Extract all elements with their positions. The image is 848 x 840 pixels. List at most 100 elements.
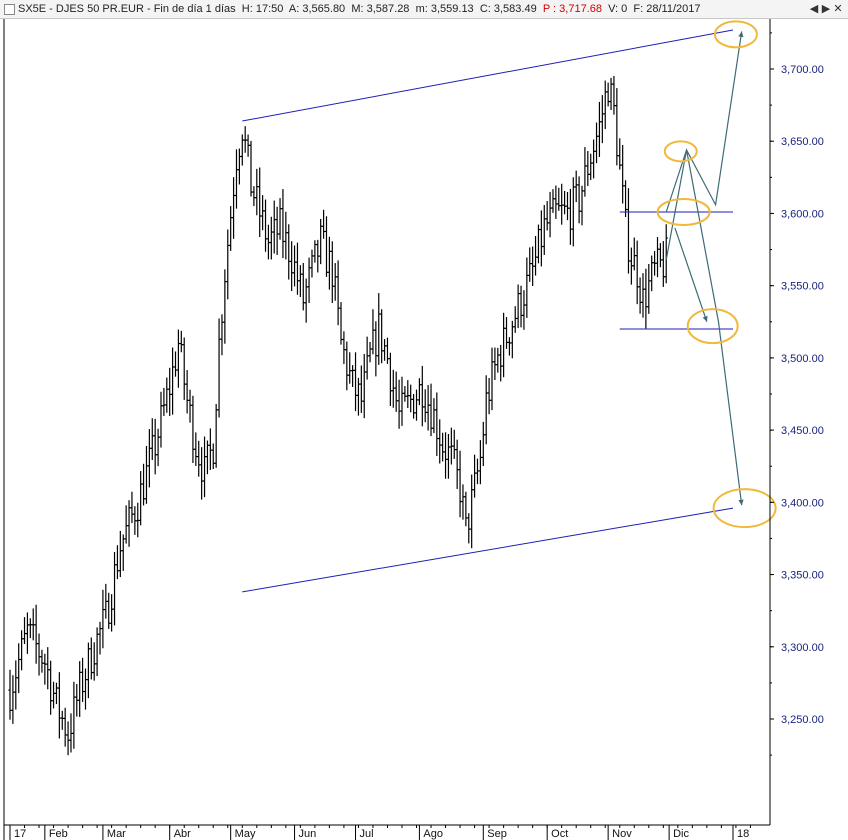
price-bar: [481, 421, 485, 467]
price-bar: [377, 293, 381, 365]
x-tick-label: Oct: [551, 828, 568, 840]
target-ellipse: [663, 140, 698, 163]
price-bar: [432, 398, 436, 434]
price-bar: [603, 80, 607, 130]
price-bar: [118, 530, 122, 578]
price-bar: [664, 224, 668, 284]
price-bar: [66, 721, 70, 756]
price-bar: [621, 144, 625, 204]
price-bar: [342, 331, 346, 365]
price-bar: [51, 681, 56, 709]
open-value: 3,565.80: [302, 3, 346, 15]
price-bar: [519, 285, 523, 328]
price-bar: [348, 352, 352, 384]
price-bar: [104, 583, 108, 619]
price-bar: [626, 188, 631, 274]
price-bar: [22, 617, 27, 645]
price-bar: [589, 153, 593, 180]
price-bar: [391, 369, 395, 408]
symbol-label: SX5E - DJES 50 PR.EUR - Fin de día 1 día…: [18, 3, 236, 15]
price-bar: [414, 389, 419, 421]
price-bar: [565, 192, 570, 221]
price-bar: [98, 621, 102, 655]
price-bar: [124, 505, 128, 544]
price-bar: [25, 612, 30, 654]
price-bar: [34, 604, 38, 664]
price-bar: [63, 707, 67, 747]
price-bar: [290, 241, 294, 291]
price-bar: [542, 205, 546, 255]
price-bar: [539, 210, 543, 267]
price-bar: [319, 218, 323, 265]
price-bar: [130, 491, 134, 524]
price-bar: [226, 229, 230, 300]
price-bar: [362, 353, 366, 419]
price-bar: [281, 189, 285, 259]
window-icon[interactable]: [4, 3, 15, 15]
x-tick-label: Sep: [487, 828, 507, 840]
price-bar: [133, 506, 137, 535]
price-bar: [371, 309, 375, 355]
price-bar: [115, 545, 120, 580]
price-bar: [171, 347, 175, 415]
price-bar: [20, 630, 24, 671]
price-bar: [496, 347, 500, 373]
volume-value: 0: [621, 3, 628, 15]
price-bar: [127, 500, 131, 547]
price-bar: [168, 367, 172, 416]
price-bar: [382, 339, 387, 361]
date-label: F:: [633, 3, 644, 15]
price-bar: [304, 278, 308, 323]
price-bar: [641, 273, 645, 318]
target-ellipse: [713, 20, 758, 49]
price-bar: [403, 386, 407, 402]
price-bar: [307, 257, 311, 304]
x-tick-label: 18: [737, 828, 749, 840]
y-tick-label: 3,500.00: [781, 353, 824, 365]
price-bar: [220, 314, 224, 356]
price-bar: [423, 389, 427, 423]
price-bar: [647, 264, 651, 314]
price-bar: [330, 241, 334, 303]
price-bar: [107, 592, 111, 629]
price-bar: [191, 395, 195, 464]
price-bar: [502, 312, 506, 378]
projection-arrows: [665, 31, 744, 506]
high-value: 3,587.28: [366, 3, 410, 15]
y-axis: 3,250.00 3,300.00 3,350.00 3,400.00 3,450.00…: [769, 18, 824, 825]
x-tick-label: May: [235, 828, 256, 840]
price-bar: [336, 260, 340, 326]
price-bar: [345, 341, 349, 391]
price-value: 3,717.68: [559, 3, 602, 15]
price-bar: [313, 240, 317, 263]
price-bar: [272, 200, 276, 254]
price-bar: [86, 642, 90, 699]
price-bar: [263, 199, 268, 252]
scroll-right-icon[interactable]: ▶: [821, 3, 831, 15]
price-bar: [141, 463, 146, 506]
price-bar: [513, 306, 517, 333]
price-bar: [650, 255, 654, 292]
scroll-left-icon[interactable]: ◀: [809, 3, 819, 15]
y-tick-label: 3,300.00: [781, 642, 824, 654]
projection-path: [674, 227, 708, 322]
price-bar: [629, 247, 633, 285]
close-icon[interactable]: ✕: [833, 3, 843, 15]
price-bar: [89, 637, 93, 680]
x-axis: 17 Feb Mar Abr May Jun Jul Ago Sep Oct Nov Dic 18: [3, 18, 770, 840]
price-bar: [162, 387, 166, 416]
hour-label: H:: [241, 3, 253, 15]
price-bar: [394, 371, 398, 412]
price-bar: [490, 347, 494, 411]
price-bar: [464, 491, 468, 527]
price-bar: [580, 185, 584, 226]
price-bar: [139, 471, 143, 526]
price-bar: [586, 150, 590, 186]
price-bar: [475, 458, 480, 485]
arrow-head-icon: [738, 499, 744, 506]
price-bar: [562, 190, 567, 215]
price-bar: [339, 302, 343, 345]
price-bar: [31, 608, 35, 641]
price-bar: [249, 140, 253, 197]
